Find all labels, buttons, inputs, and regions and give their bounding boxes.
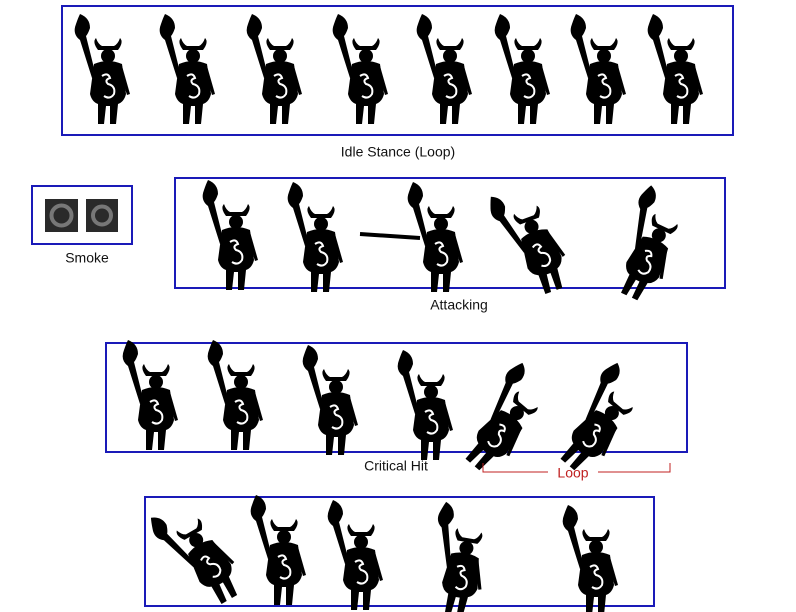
critical-label: Critical Hit: [364, 458, 428, 474]
attack-frame-box: [174, 177, 726, 289]
attack-label: Attacking: [430, 297, 488, 313]
smoke-frame: [86, 199, 118, 232]
critical-frame-box: [105, 342, 688, 453]
death-frame-box: [144, 496, 655, 607]
attack-frames: [201, 178, 698, 308]
idle-frame-box: [61, 5, 734, 136]
loop-bracket: [482, 463, 671, 473]
idle-frames: [73, 13, 704, 125]
smoke-puff: [49, 203, 74, 228]
loop-label: Loop: [557, 465, 588, 481]
death-frames: [145, 491, 619, 612]
idle-label: Idle Stance (Loop): [341, 144, 455, 160]
smoke-label: Smoke: [65, 250, 109, 266]
smoke-puff: [91, 204, 113, 227]
smoke-frame-box: [31, 185, 133, 245]
